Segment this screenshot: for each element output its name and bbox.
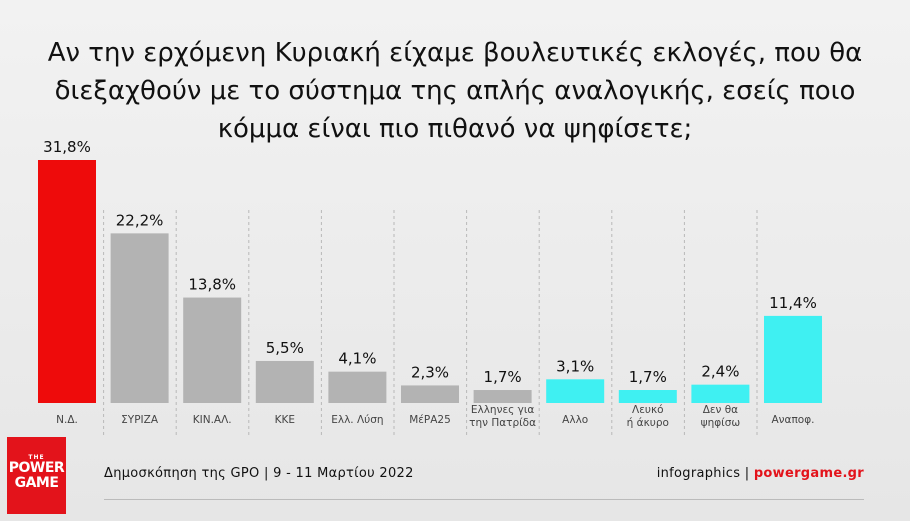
chart-title-line-1: Αν την ερχόμενη Κυριακή είχαμε βουλευτικ… xyxy=(47,38,863,68)
value-label: 11,4% xyxy=(769,294,817,312)
powergame-logo: THE POWER GAME xyxy=(7,437,66,514)
value-label: 5,5% xyxy=(266,339,304,357)
bar xyxy=(546,379,605,403)
category-label: Λευκό xyxy=(632,404,664,416)
chart-title-line-3: κόμμα είναι πιο πιθανό να ψηφίσετε; xyxy=(217,114,693,144)
category-label: Αλλο xyxy=(562,414,588,426)
bar xyxy=(38,160,96,403)
bar xyxy=(110,233,169,403)
category-label: Αναποφ. xyxy=(772,414,815,426)
bar xyxy=(764,315,822,403)
category-label: την Πατρίδα xyxy=(469,417,536,429)
value-label: 2,4% xyxy=(701,363,739,381)
category-label: ΣΥΡΙΖΑ xyxy=(121,414,159,426)
value-label: 3,1% xyxy=(556,357,594,375)
credit-text: infographics | xyxy=(656,466,754,481)
footer-divider xyxy=(104,499,864,500)
bar xyxy=(328,371,387,403)
bar xyxy=(473,390,532,403)
logo-the: THE xyxy=(28,454,45,461)
category-label: ΜέΡΑ25 xyxy=(409,414,451,426)
chart-title-line-2: διεξαχθούν με το σύστημα της απλής αναλο… xyxy=(54,76,856,106)
category-label: ψηφίσω xyxy=(701,417,741,429)
bar xyxy=(691,384,750,403)
value-label: 2,3% xyxy=(411,363,449,381)
category-label: Ελλ. Λύση xyxy=(331,414,383,426)
bar xyxy=(401,385,459,403)
logo-power: POWER xyxy=(8,460,65,476)
bar xyxy=(183,297,242,403)
logo-game: GAME xyxy=(14,475,59,491)
value-label: 1,7% xyxy=(484,368,522,386)
source-note: Δημοσκόπηση της GPO | 9 - 11 Μαρτίου 202… xyxy=(104,466,414,481)
category-label: ή άκυρο xyxy=(627,417,669,429)
site-link[interactable]: powergame.gr xyxy=(753,466,864,481)
value-label: 31,8% xyxy=(43,138,91,156)
category-label: Δεν θα xyxy=(703,404,738,416)
value-label: 22,2% xyxy=(116,211,164,229)
bar xyxy=(255,360,314,403)
bar xyxy=(618,390,677,403)
credit-note: infographics | powergame.gr xyxy=(657,466,864,481)
chart-title: Αν την ερχόμενη Κυριακή είχαμε βουλευτικ… xyxy=(20,34,890,148)
value-label: 4,1% xyxy=(338,350,376,368)
value-label: 13,8% xyxy=(188,276,236,294)
category-label: ΚΚΕ xyxy=(275,414,295,426)
value-label: 1,7% xyxy=(629,368,667,386)
category-label: ΚΙΝ.ΑΛ. xyxy=(193,414,232,426)
category-label: Ν.Δ. xyxy=(56,414,78,426)
category-label: Ελληνες για xyxy=(471,404,535,416)
